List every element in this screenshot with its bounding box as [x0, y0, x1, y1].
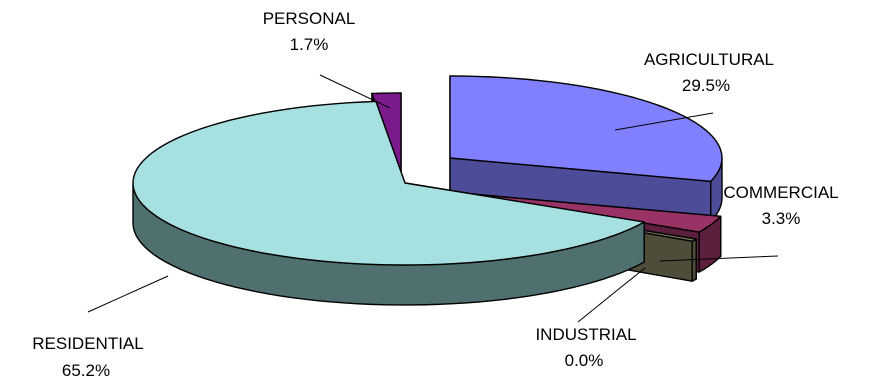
slice-residential [132, 100, 645, 306]
pie-slices [132, 75, 723, 306]
slice-label-agricultural: AGRICULTURAL [644, 50, 774, 69]
leader-line-industrial [577, 267, 646, 323]
leader-line-commercial [659, 255, 779, 262]
slice-labels: PERSONAL 1.7% AGRICULTURAL 29.5% COMMERC… [32, 9, 838, 380]
slice-label-commercial: COMMERCIAL [723, 183, 838, 202]
slice-value-commercial: 3.3% [762, 209, 801, 228]
slice-outer-wall-industrial [691, 238, 697, 282]
slice-top-residential [132, 100, 645, 266]
slice-value-industrial: 0.0% [565, 351, 604, 370]
slice-top-agricultural [449, 75, 723, 183]
leader-line-personal [319, 74, 391, 109]
slice-label-residential: RESIDENTIAL [32, 334, 143, 353]
slice-label-industrial: INDUSTRIAL [535, 325, 636, 344]
slice-label-personal: PERSONAL [263, 9, 356, 28]
leader-lines [87, 74, 779, 323]
slice-value-agricultural: 29.5% [682, 76, 730, 95]
slice-agricultural [449, 75, 723, 223]
leader-line-agricultural [614, 112, 714, 131]
slice-value-personal: 1.7% [290, 35, 329, 54]
leader-line-residential [87, 275, 169, 313]
slice-value-residential: 65.2% [62, 361, 110, 380]
